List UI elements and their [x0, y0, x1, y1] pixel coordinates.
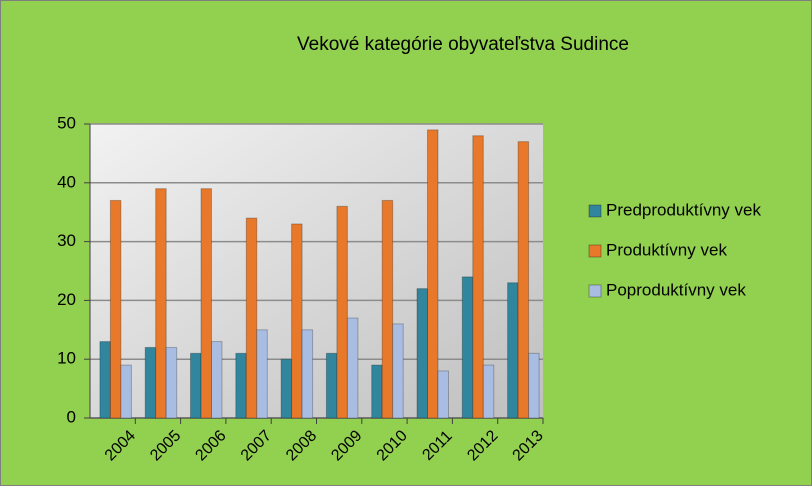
bar	[461, 276, 474, 419]
y-tick-label: 20	[57, 290, 76, 309]
bar	[235, 352, 247, 419]
legend-swatch	[588, 204, 602, 218]
bar	[392, 323, 404, 419]
bar	[427, 129, 439, 419]
y-tick-label: 30	[57, 231, 76, 250]
y-tick-label: 40	[57, 172, 76, 191]
bar	[336, 205, 348, 419]
bar	[325, 352, 338, 419]
legend-swatch	[588, 244, 602, 258]
bar	[416, 288, 428, 419]
y-tick-label: 10	[57, 349, 76, 368]
bar	[155, 188, 167, 419]
bar	[190, 352, 202, 419]
legend-label: Predproduktívny vek	[606, 200, 761, 219]
bar	[280, 358, 293, 419]
bar	[346, 317, 359, 419]
bar	[211, 341, 223, 419]
bar	[371, 364, 383, 419]
y-tick-label: 50	[57, 113, 76, 132]
bar	[120, 364, 132, 419]
bar	[291, 223, 303, 419]
bar	[517, 141, 530, 419]
bar	[381, 199, 394, 419]
legend-label: Produktívny vek	[606, 240, 727, 259]
chart-title: Vekové kategórie obyvateľstva Sudince	[297, 34, 629, 55]
bar	[165, 346, 178, 419]
bar	[144, 346, 157, 419]
legend-label: Poproduktívny vek	[606, 280, 746, 299]
bar	[472, 135, 484, 419]
bar	[482, 364, 495, 419]
bar	[256, 329, 268, 419]
y-tick-label: 0	[67, 407, 76, 426]
bar	[200, 188, 212, 419]
bar	[507, 282, 519, 419]
bar	[528, 352, 540, 419]
legend-swatch	[588, 284, 602, 298]
bar	[437, 370, 449, 419]
bar	[99, 341, 111, 419]
bar	[109, 199, 122, 419]
bar	[245, 217, 258, 419]
bar	[301, 329, 314, 419]
